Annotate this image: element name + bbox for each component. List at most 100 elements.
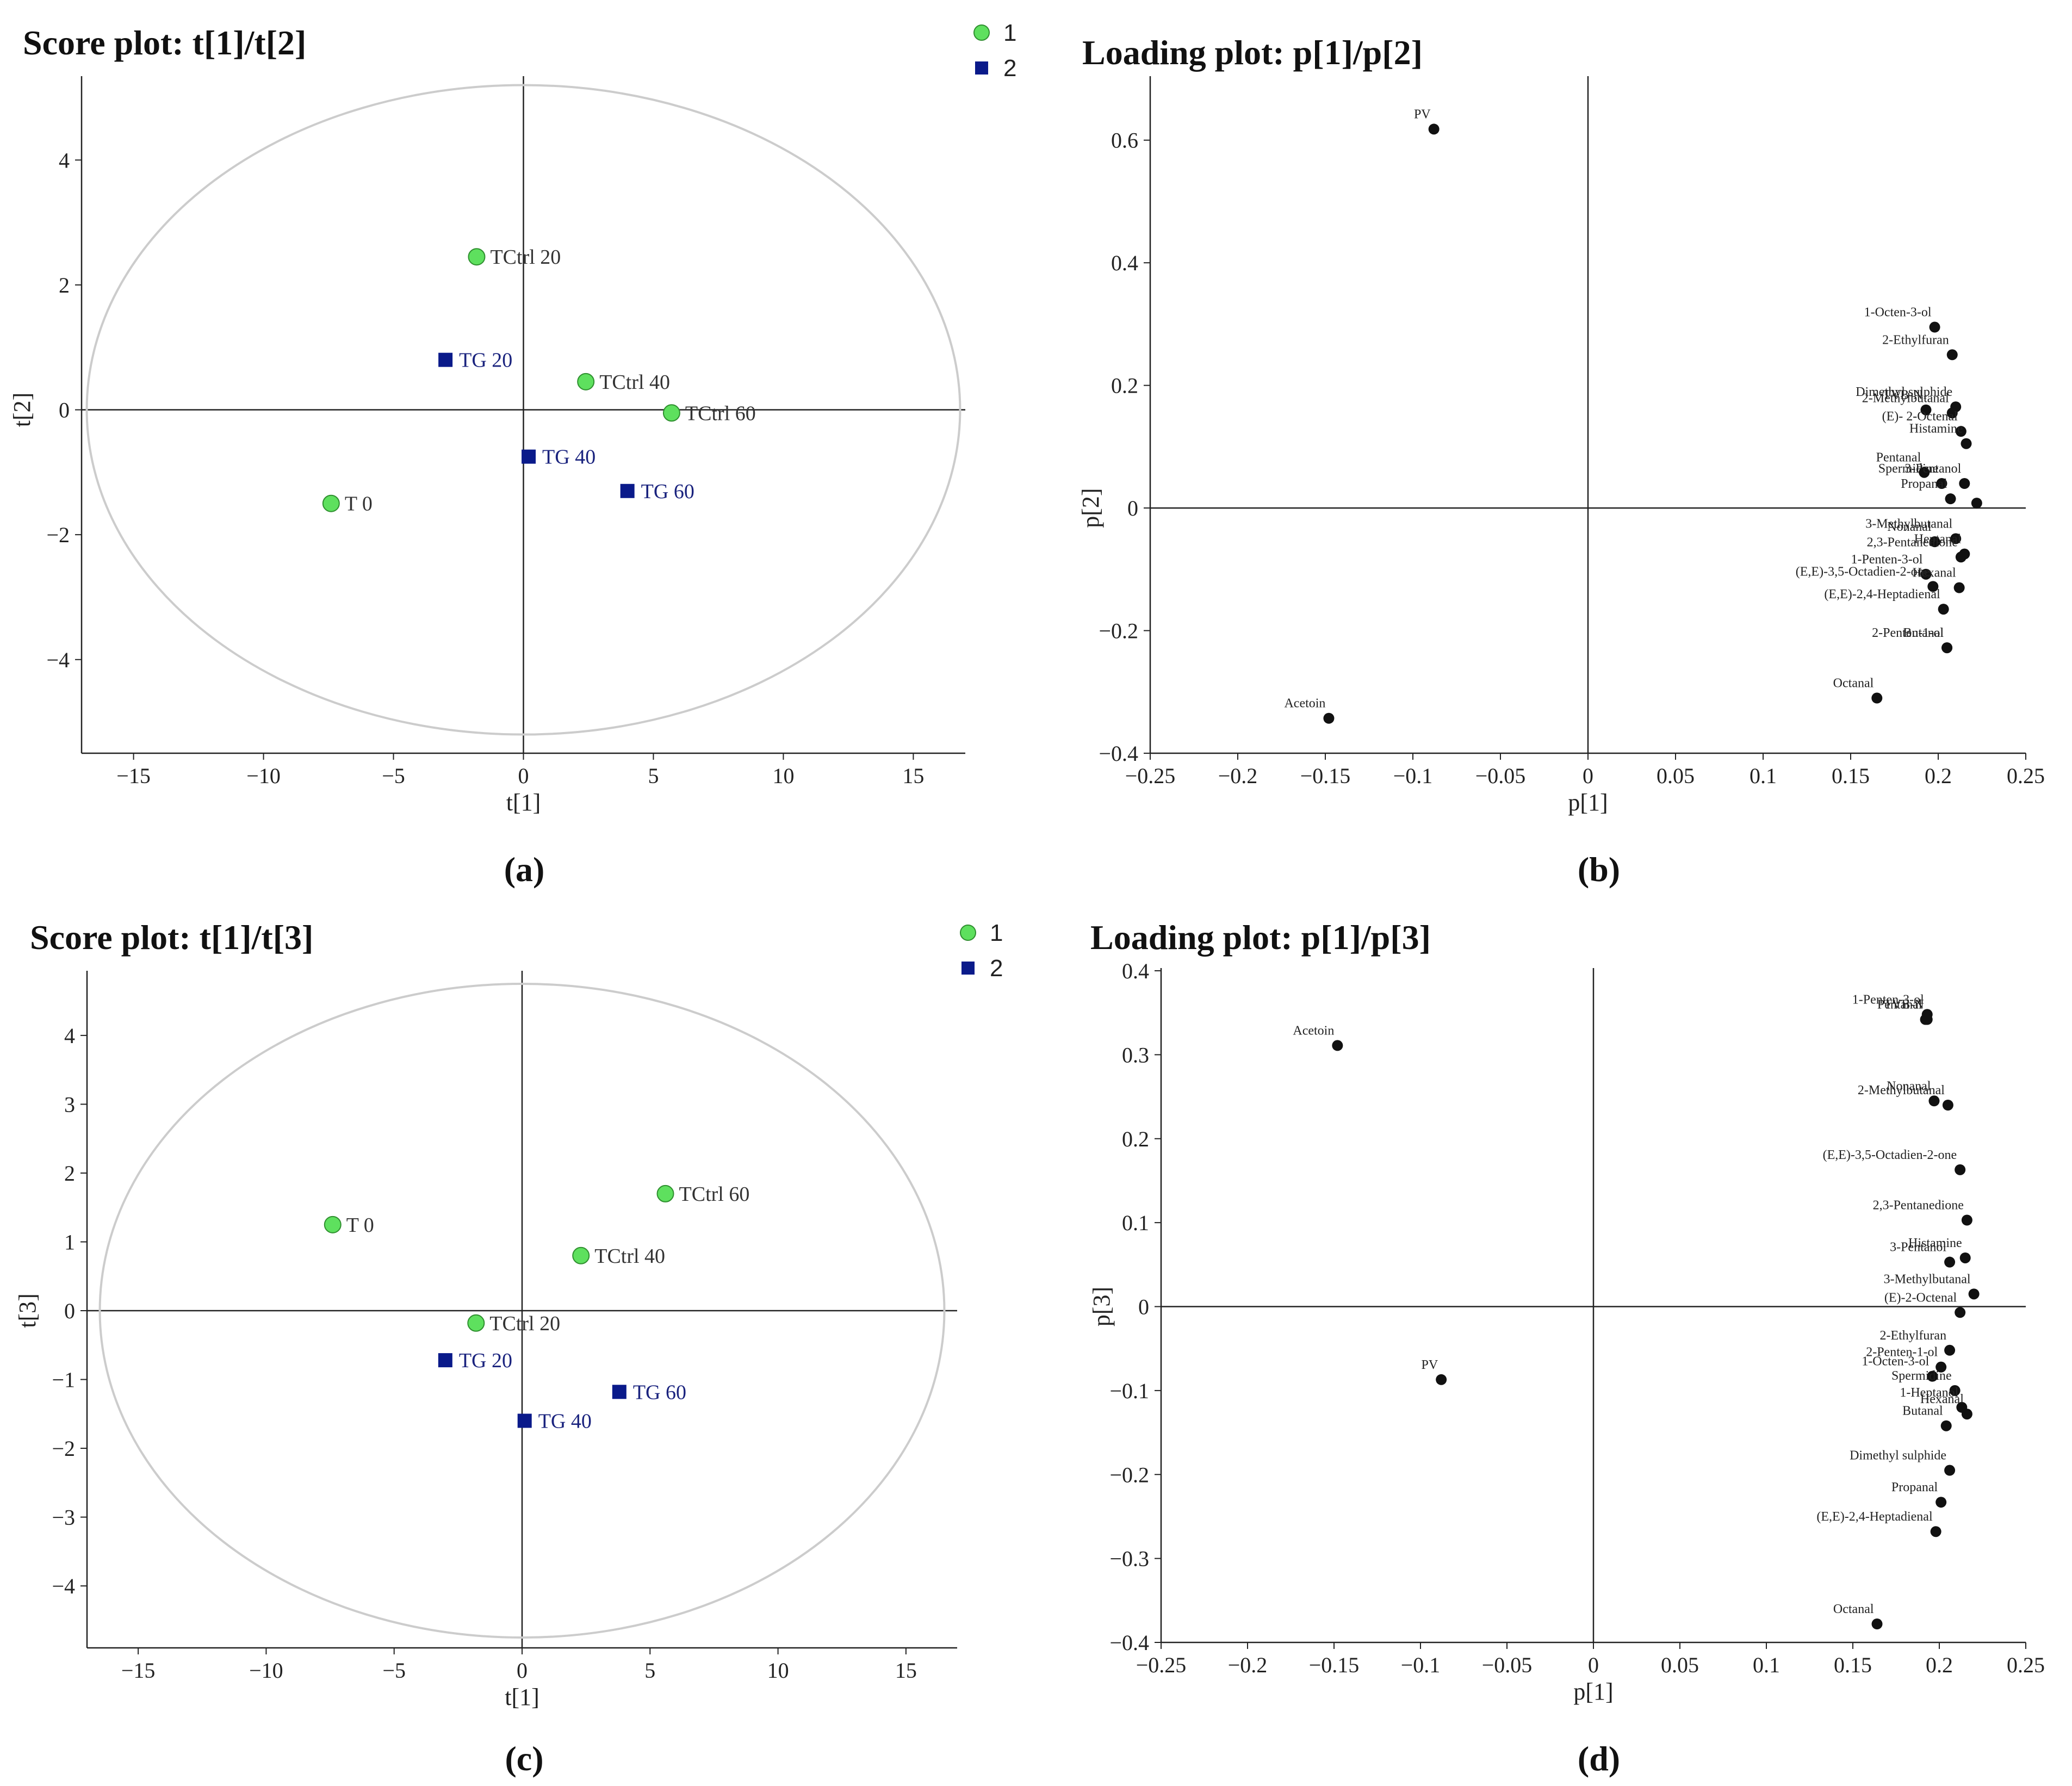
point-label: Spermidine (1891, 1369, 1952, 1383)
x-tick-label: 15 (895, 1658, 917, 1683)
point-label: (E,E)-3,5-Octadien-2-one (1823, 1148, 1957, 1162)
loading-point (1938, 604, 1949, 615)
x-tick-label: −0.25 (1125, 764, 1176, 788)
x-tick-label: 0.15 (1834, 1653, 1872, 1677)
score-point-group1 (322, 494, 340, 512)
x-tick-label: 0 (1588, 1653, 1599, 1677)
point-label: Heptanal (1914, 532, 1962, 547)
x-tick-label: −5 (382, 1658, 406, 1683)
point-label: 1-Heptanol (1900, 1386, 1958, 1400)
loading-point (1945, 493, 1956, 505)
score-point-group1 (662, 404, 680, 422)
point-label: 3-Methylbutanal (1865, 517, 1952, 531)
x-tick-label: 0.25 (2007, 764, 2045, 788)
loading-point (1955, 551, 1966, 563)
score-point-group2 (438, 1353, 452, 1368)
score-point-group2 (620, 483, 635, 498)
point-label: 2-Ethylfuran (1879, 1329, 1946, 1343)
point-label: (E)-2-Octenal (1884, 1291, 1957, 1305)
y-tick-label: 2 (64, 1161, 75, 1186)
x-axis-label: p[1] (1573, 1678, 1613, 1705)
x-tick-label: −0.25 (1136, 1653, 1187, 1677)
legend-label: 1 (990, 920, 1003, 946)
chart-title: Loading plot: p[1]/p[3] (1090, 918, 1431, 957)
y-tick-label: −1 (52, 1368, 75, 1392)
point-label: (E)- 2-Octenal (1882, 410, 1958, 424)
loading-point (1949, 1385, 1961, 1396)
x-tick-label: −0.05 (1482, 1653, 1533, 1677)
x-tick-label: 0 (1583, 764, 1593, 788)
y-tick-label: 0.4 (1111, 251, 1138, 275)
point-label: 2-Methylbutanal (1858, 1083, 1945, 1097)
loading-point (1929, 321, 1940, 333)
y-tick-label: −0.2 (1099, 619, 1138, 643)
point-label: 2-Penten-1-ol (1866, 1345, 1938, 1360)
point-label: TCtrl 20 (490, 246, 561, 269)
loading-point (1436, 1374, 1447, 1385)
loading-point (1942, 1100, 1953, 1111)
y-tick-label: 1 (64, 1230, 75, 1254)
point-label: Nonanal (1887, 1079, 1931, 1093)
score-point-group1 (324, 1216, 342, 1233)
loading-point (1961, 1409, 1972, 1420)
point-label: Propanal (1901, 477, 1947, 491)
point-label: T 0 (345, 493, 373, 516)
point-label: Pentanal (1876, 451, 1921, 465)
loading-point (1927, 581, 1939, 592)
loading-point (1920, 404, 1932, 416)
x-tick-label: −0.15 (1300, 764, 1351, 788)
point-label: 3-Pentanol (1904, 462, 1961, 476)
score-plot-t1-t2: Score plot: t[1]/t[2] −15 −10 −5 0 5 10 15 −4 −2 0… (9, 20, 1016, 816)
x-tick-label: −10 (246, 764, 281, 788)
point-label: TG 40 (538, 1410, 592, 1432)
point-label: Dimethyl sulphide (1850, 1449, 1946, 1463)
point-label: 1-Penten-3-ol (1852, 993, 1924, 1007)
legend-label: 1 (1003, 20, 1016, 46)
point-label: 1-Penten-3-ol (1851, 553, 1922, 567)
loading-point (1959, 1252, 1971, 1263)
y-tick-label: −2 (52, 1436, 75, 1461)
y-tick-label: 2 (59, 273, 70, 297)
x-tick-label: −5 (382, 764, 405, 788)
point-label: 2-Penten-1-ol (1872, 626, 1944, 640)
score-point-group2 (522, 449, 536, 464)
chart-title: Score plot: t[1]/t[3] (30, 918, 313, 957)
loading-point (1930, 1526, 1941, 1537)
y-tick-label: −2 (46, 523, 70, 547)
y-tick-label: −0.2 (1109, 1462, 1149, 1487)
x-axis-label: p[1] (1568, 789, 1608, 816)
x-tick-label: 0.15 (1832, 764, 1870, 788)
point-label: 1-Octen-3-ol (1862, 1355, 1929, 1369)
y-axis-label: p[2] (1077, 488, 1104, 528)
loading-point (1940, 1420, 1952, 1431)
loading-point (1953, 582, 1965, 593)
x-tick-label: 0.2 (1926, 1653, 1953, 1677)
x-axis-label: t[1] (506, 789, 541, 816)
x-tick-label: −0.2 (1228, 1653, 1268, 1677)
legend-marker-square (975, 61, 988, 75)
x-tick-label: 0.05 (1657, 764, 1695, 788)
point-label: 2-Methylbutanal (1862, 391, 1949, 405)
point-label: (E,E)-2,4-Heptadienal (1824, 587, 1940, 601)
point-label: TCtrl 40 (594, 1245, 665, 1268)
point-label: TG 20 (459, 1349, 512, 1372)
y-axis-label: p[3] (1088, 1287, 1115, 1326)
y-axis-label: t[3] (14, 1293, 41, 1328)
point-label: TVB-N (1883, 388, 1922, 402)
loading-point (1941, 642, 1953, 654)
point-label: TG 60 (633, 1381, 686, 1404)
point-label: TCtrl 40 (599, 371, 670, 394)
y-tick-label: 0.6 (1111, 128, 1138, 153)
loading-point (1959, 478, 1970, 489)
point-label: Dimethyl sulphide (1856, 385, 1952, 399)
loading-point (1929, 536, 1940, 548)
x-tick-label: −0.15 (1309, 1653, 1360, 1677)
loading-point (1936, 478, 1947, 489)
point-label: Butanal (1902, 1404, 1943, 1418)
loading-point (1871, 1618, 1883, 1630)
y-tick-label: 0.2 (1111, 374, 1138, 398)
confidence-ellipse (98, 982, 946, 1639)
y-tick-label: 4 (64, 1024, 75, 1048)
point-label: TCtrl 20 (489, 1312, 560, 1335)
